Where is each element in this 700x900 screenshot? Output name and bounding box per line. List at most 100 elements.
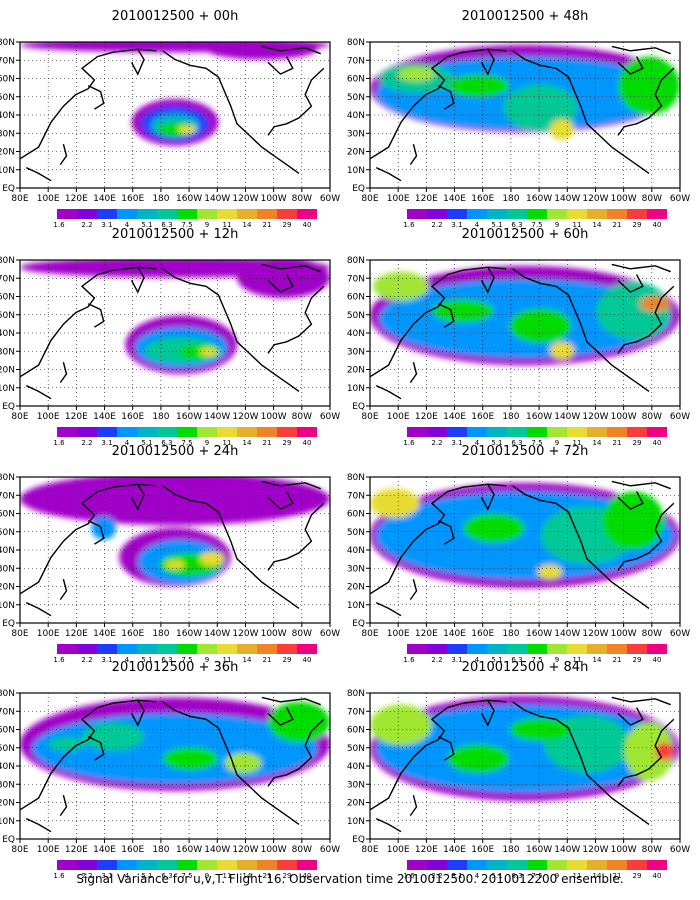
panel-title: 2010012500 + 12h	[112, 227, 239, 242]
colorbar-label: 2.2	[431, 872, 442, 880]
coastline	[409, 144, 418, 166]
lon-tick-label: 100E	[387, 845, 410, 855]
colorbar-swatch	[97, 860, 117, 870]
lon-tick-label: 160E	[121, 629, 144, 639]
coastline	[480, 699, 495, 727]
colorbar-label: 7.5	[531, 656, 542, 664]
colorbar-label: 4	[475, 439, 480, 447]
coastline	[267, 502, 325, 571]
lat-tick-label: 10N	[347, 166, 365, 176]
colorbar-label: 9	[205, 872, 209, 880]
colorbar-label: 21	[263, 439, 272, 447]
colorbar-swatch	[487, 644, 507, 654]
colorbar-swatch	[647, 860, 667, 870]
coastlines	[20, 696, 325, 833]
colorbar: 1.6 2.2 3.1 4 5.1 6.3 7.5 9 11 14 21 29 40	[53, 644, 317, 664]
coastline	[20, 483, 157, 595]
lon-tick-label: 140E	[443, 845, 466, 855]
colorbar-label: 40	[653, 221, 662, 229]
colorbar-label: 9	[555, 656, 559, 664]
colorbar-swatch	[587, 427, 607, 437]
lat-tick-label: 80N	[0, 256, 15, 266]
colorbar-label: 5.1	[491, 656, 502, 664]
lon-tick-label: 160E	[121, 412, 144, 422]
contour-region	[509, 308, 572, 344]
lon-tick-label: 160W	[176, 845, 202, 855]
coastline	[617, 274, 644, 293]
colorbar-swatch	[627, 644, 647, 654]
colorbar-label: 7.5	[531, 439, 542, 447]
graticule	[370, 693, 680, 839]
colorbar-swatch	[257, 860, 277, 870]
colorbar-label: 21	[613, 872, 622, 880]
coastline	[261, 480, 321, 490]
panel-title: 2010012500 + 72h	[462, 444, 589, 459]
colorbar-label: 29	[633, 656, 642, 664]
lat-tick-label: 10N	[347, 817, 365, 827]
graticule	[20, 693, 330, 839]
colorbar-label: 7.5	[181, 439, 192, 447]
colorbar-label: 7.5	[531, 872, 542, 880]
contour-region	[20, 477, 330, 526]
coastline	[480, 483, 495, 511]
colorbar-swatch	[607, 209, 627, 219]
lon-tick-label: 60W	[320, 412, 340, 422]
colorbar-label: 4	[125, 221, 130, 229]
contour-region	[47, 736, 86, 752]
graticule	[20, 260, 330, 406]
coastline	[611, 263, 671, 273]
colorbar: 1.6 2.2 3.1 4 5.1 6.3 7.5 9 11 14 21 29 40	[403, 644, 667, 664]
lon-tick-label: 140E	[443, 629, 466, 639]
colorbar-label: 7.5	[181, 872, 192, 880]
colorbar-swatch	[137, 427, 157, 437]
colorbar-swatch	[527, 644, 547, 654]
lat-tick-label: 40N	[347, 111, 365, 121]
coastlines	[20, 45, 325, 182]
lat-tick-label: 70N	[0, 491, 15, 501]
lon-tick-label: 140E	[443, 194, 466, 204]
coastline	[480, 266, 495, 294]
coastline	[59, 795, 68, 817]
lat-tick-label: 40N	[347, 546, 365, 556]
colorbar-label: 6.3	[511, 872, 522, 880]
lon-tick-label: 120W	[582, 629, 608, 639]
lon-tick-label: 120E	[415, 845, 438, 855]
contour-region	[639, 296, 671, 312]
lon-tick-label: 140E	[93, 629, 116, 639]
colorbar-label: 14	[593, 872, 602, 880]
lat-tick-label: 60N	[347, 510, 365, 520]
colorbar-label: 4	[475, 656, 480, 664]
lon-tick-label: 80E	[361, 194, 378, 204]
lon-tick-label: 160E	[121, 194, 144, 204]
colorbar-label: 2.2	[81, 439, 92, 447]
colorbar-swatch	[57, 209, 77, 219]
colorbar-label: 21	[263, 221, 272, 229]
coastline	[130, 48, 145, 76]
coastline	[375, 384, 402, 400]
lat-tick-label: 70N	[347, 274, 365, 284]
lon-tick-label: 60W	[320, 845, 340, 855]
colorbar-swatch	[507, 644, 527, 654]
colorbar-label: 6.3	[511, 221, 522, 229]
lon-tick-label: 120W	[232, 194, 258, 204]
colorbar-label: 2.2	[81, 872, 92, 880]
lon-tick-label: 80W	[292, 194, 312, 204]
contour-region	[602, 491, 665, 550]
colorbar-swatch	[567, 644, 587, 654]
lon-tick-label: 140W	[554, 194, 580, 204]
coastline	[25, 817, 52, 833]
colorbar-label: 29	[633, 872, 642, 880]
lon-tick-label: 140E	[93, 845, 116, 855]
lat-tick-label: 30N	[0, 564, 15, 574]
colorbar-swatch	[447, 644, 467, 654]
colorbar-swatch	[427, 860, 447, 870]
colorbar-label: 9	[205, 221, 209, 229]
coastline	[162, 268, 300, 392]
colorbar-label: 7.5	[181, 656, 192, 664]
colorbar-swatch	[197, 860, 217, 870]
colorbar: 1.6 2.2 3.1 4 5.1 6.3 7.5 9 11 14 21 29 40	[403, 427, 667, 447]
lat-tick-label: EQ	[2, 184, 15, 194]
lat-tick-label: 20N	[347, 799, 365, 809]
colorbar-label: 3.1	[101, 439, 112, 447]
colorbar-swatch	[257, 644, 277, 654]
